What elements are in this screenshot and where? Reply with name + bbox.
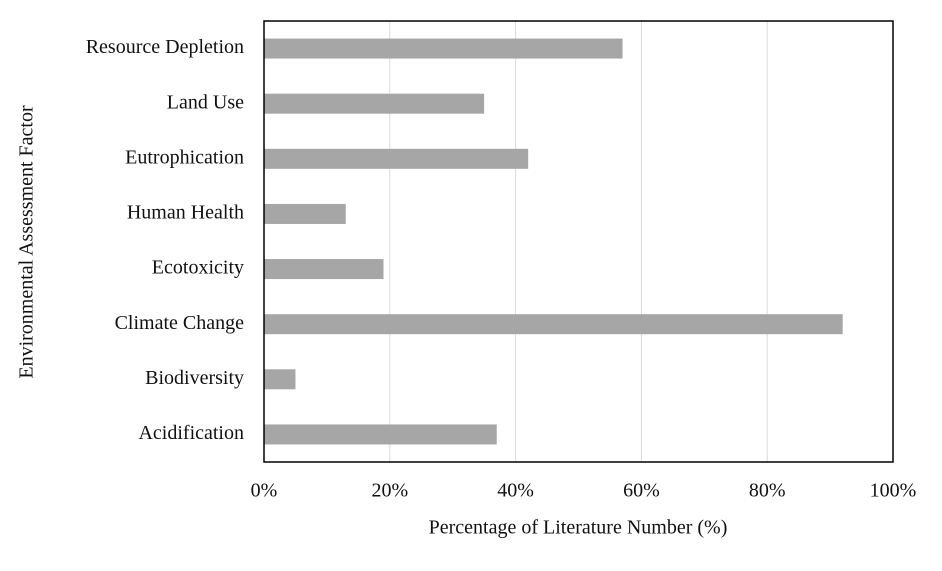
bar: [264, 314, 843, 335]
bar: [264, 93, 485, 114]
y-axis-title: Environmental Assessment Factor: [16, 105, 38, 379]
y-tick-label: Human Health: [127, 202, 244, 224]
y-tick-label: Ecotoxicity: [152, 257, 244, 279]
bar: [264, 203, 346, 224]
y-tick-label: Resource Depletion: [86, 36, 244, 58]
y-tick-label: Climate Change: [115, 312, 245, 334]
x-tick-label: 20%: [371, 480, 408, 502]
x-tick-label: 60%: [623, 480, 660, 502]
bar: [264, 148, 529, 169]
x-tick-label: 80%: [749, 480, 786, 502]
x-axis-title: Percentage of Literature Number (%): [429, 517, 728, 539]
bar: [264, 424, 497, 445]
plot-border: [263, 20, 894, 463]
bar: [264, 369, 296, 390]
y-tick-label: Biodiversity: [145, 367, 244, 389]
y-tick-label: Eutrophication: [125, 146, 244, 168]
x-tick-label: 0%: [251, 480, 278, 502]
x-tick-label: 100%: [870, 480, 917, 502]
y-tick-label: Acidification: [138, 422, 244, 444]
y-tick-label: Land Use: [167, 91, 244, 113]
bar: [264, 38, 623, 59]
x-tick-label: 40%: [497, 480, 534, 502]
bar: [264, 259, 384, 280]
